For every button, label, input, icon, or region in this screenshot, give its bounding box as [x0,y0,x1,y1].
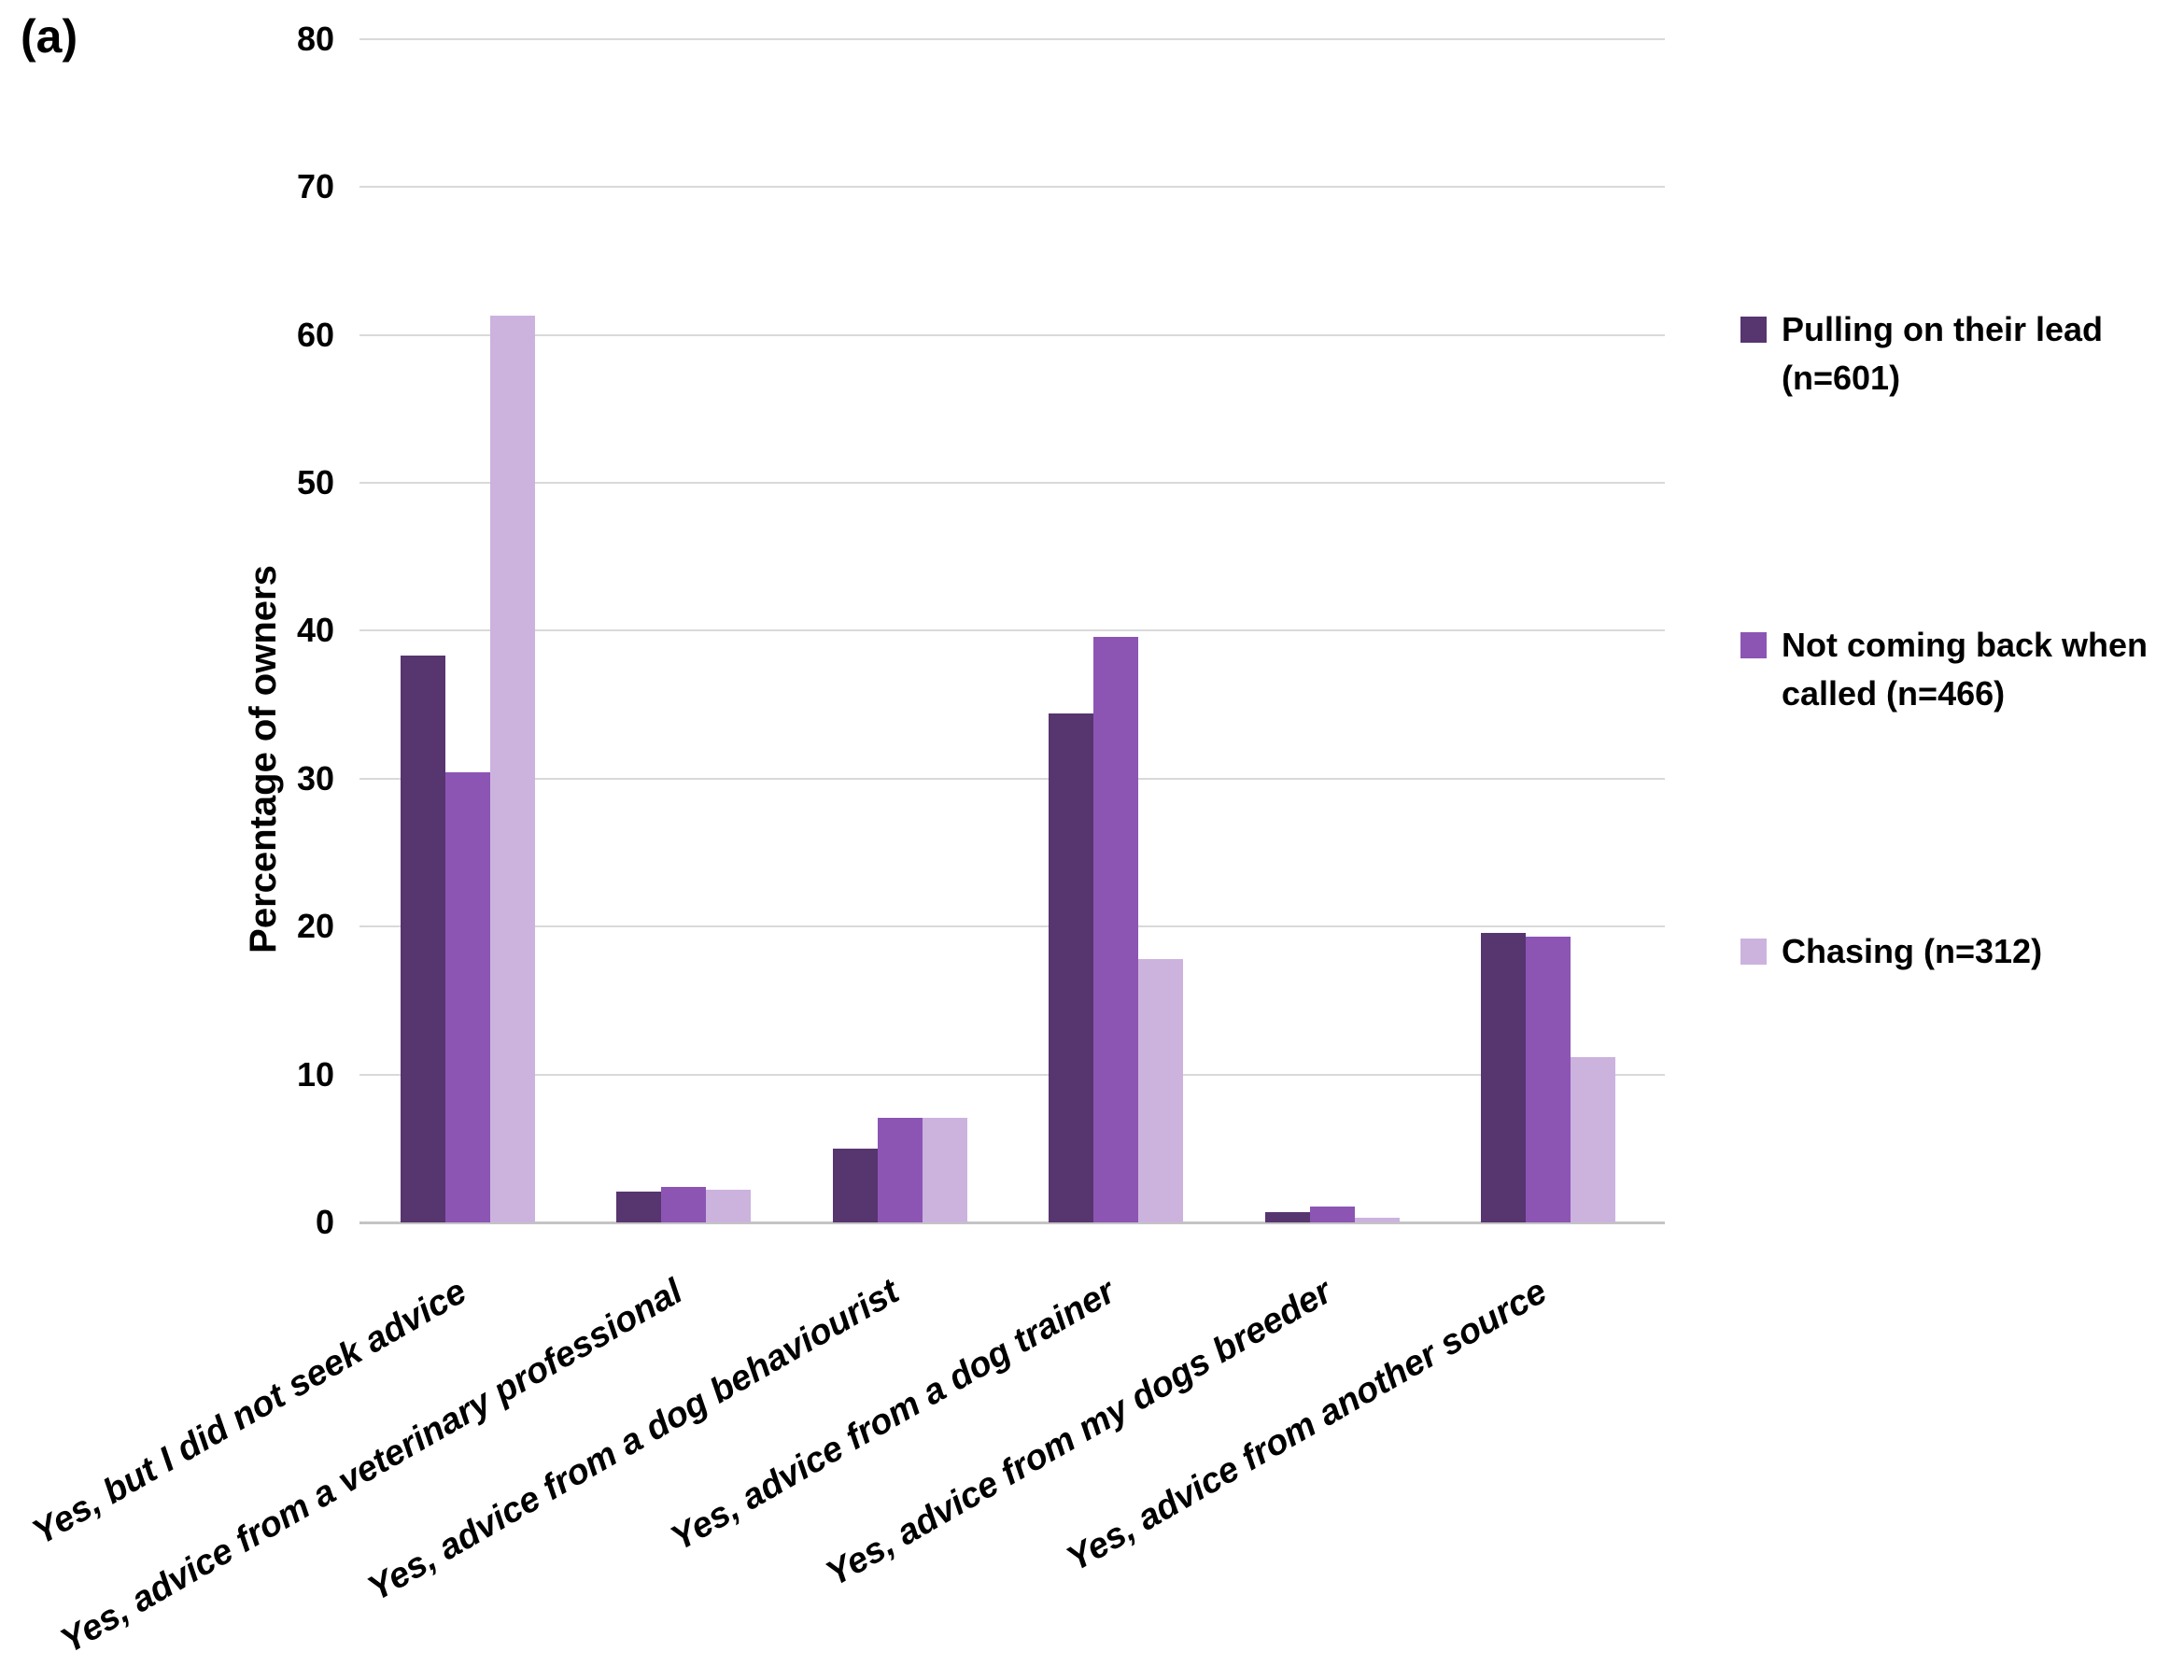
gridline [359,1074,1665,1076]
bar [661,1187,706,1222]
gridline [359,778,1665,780]
bar [1265,1212,1310,1222]
gridline [359,925,1665,927]
bar [1138,959,1183,1222]
y-tick-label: 10 [296,1055,334,1094]
bar [1310,1207,1355,1222]
legend-swatch [1740,939,1767,965]
legend-label-line: called (n=466) [1782,674,2006,713]
legend-label: Not coming back when called (n=466) [1782,621,2148,718]
legend-swatch [1740,317,1767,343]
bar [833,1149,878,1222]
legend-swatch [1740,632,1767,658]
y-tick-label: 50 [296,463,334,501]
bar [1049,713,1093,1222]
bar [923,1118,967,1222]
bar [706,1190,751,1222]
x-axis-baseline [359,1221,1665,1224]
gridline [359,186,1665,188]
y-tick-label: 0 [315,1203,334,1241]
gridline [359,629,1665,631]
y-tick-label: 40 [296,611,334,649]
bar [1526,937,1571,1222]
y-tick-label: 30 [296,759,334,798]
bar [445,772,490,1222]
legend-label-line: (n=601) [1782,359,1901,397]
bar [1481,933,1526,1222]
bar [878,1118,923,1222]
gridline [359,482,1665,484]
legend-label-line: Pulling on their lead [1782,310,2104,348]
x-category-label: Yes, but I did not seek advice [26,1272,473,1553]
bar [1355,1218,1400,1222]
legend-label-line: Chasing (n=312) [1782,932,2043,970]
y-tick-label: 70 [296,167,334,205]
gridline [359,38,1665,40]
x-category-label: Yes, advice from a dog trainer [664,1272,1121,1560]
y-tick-label: 60 [296,316,334,354]
legend-label: Chasing (n=312) [1782,927,2042,976]
y-tick-label: 20 [296,907,334,945]
figure-label: (a) [21,10,78,63]
bar [401,656,445,1222]
bar [1093,637,1138,1222]
bar [616,1192,661,1222]
legend-label: Pulling on their lead (n=601) [1782,305,2103,402]
y-tick-label: 80 [296,20,334,58]
legend-label-line: Not coming back when [1782,626,2149,664]
gridline [359,334,1665,336]
bar [1571,1057,1615,1222]
bar [490,316,535,1222]
